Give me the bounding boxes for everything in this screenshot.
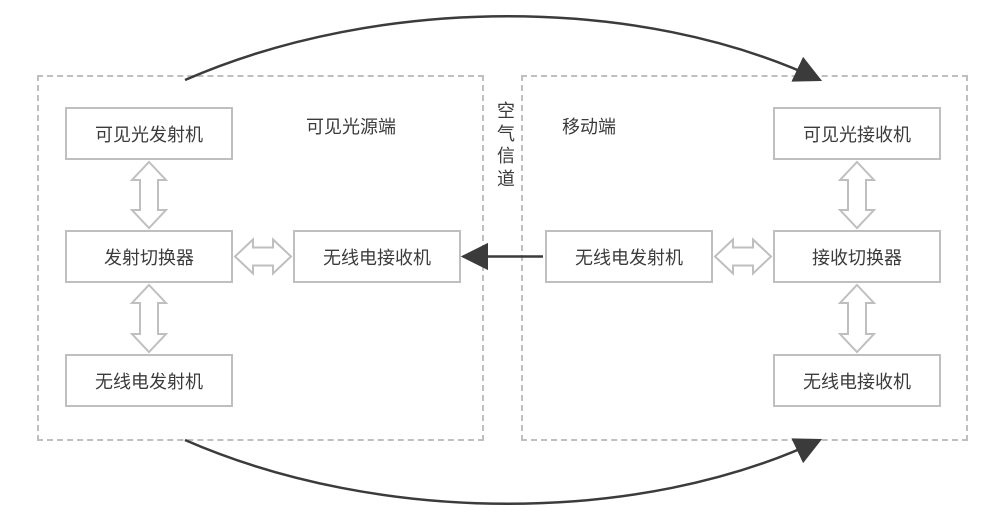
node-label: 发射切换器 xyxy=(104,244,194,270)
air-channel-label: 空气信道 xyxy=(495,100,517,190)
node-radio-transmitter-left: 无线电发射机 xyxy=(65,354,233,407)
node-radio-receiver-right: 无线电接收机 xyxy=(773,354,941,407)
node-label: 可见光发射机 xyxy=(95,121,203,147)
node-visible-light-receiver: 可见光接收机 xyxy=(773,107,941,160)
node-label: 无线电接收机 xyxy=(323,244,431,270)
node-label: 接收切换器 xyxy=(812,244,902,270)
panel-label-visible-light-source: 可见光源端 xyxy=(306,117,396,139)
node-label: 可见光接收机 xyxy=(803,121,911,147)
node-label: 无线电发射机 xyxy=(575,244,683,270)
panel-label-mobile-terminal: 移动端 xyxy=(562,117,616,139)
node-transmit-switch: 发射切换器 xyxy=(65,230,233,283)
node-radio-receiver-left: 无线电接收机 xyxy=(293,230,461,283)
diagram-canvas: 可见光源端 移动端 空气信道 可见光发射机 发射切换器 无线电发射机 无线电接收… xyxy=(0,0,1000,523)
node-radio-transmitter-right: 无线电发射机 xyxy=(545,230,713,283)
node-label: 无线电发射机 xyxy=(95,368,203,394)
node-visible-light-transmitter: 可见光发射机 xyxy=(65,107,233,160)
node-label: 无线电接收机 xyxy=(803,368,911,394)
node-receive-switch: 接收切换器 xyxy=(773,230,941,283)
